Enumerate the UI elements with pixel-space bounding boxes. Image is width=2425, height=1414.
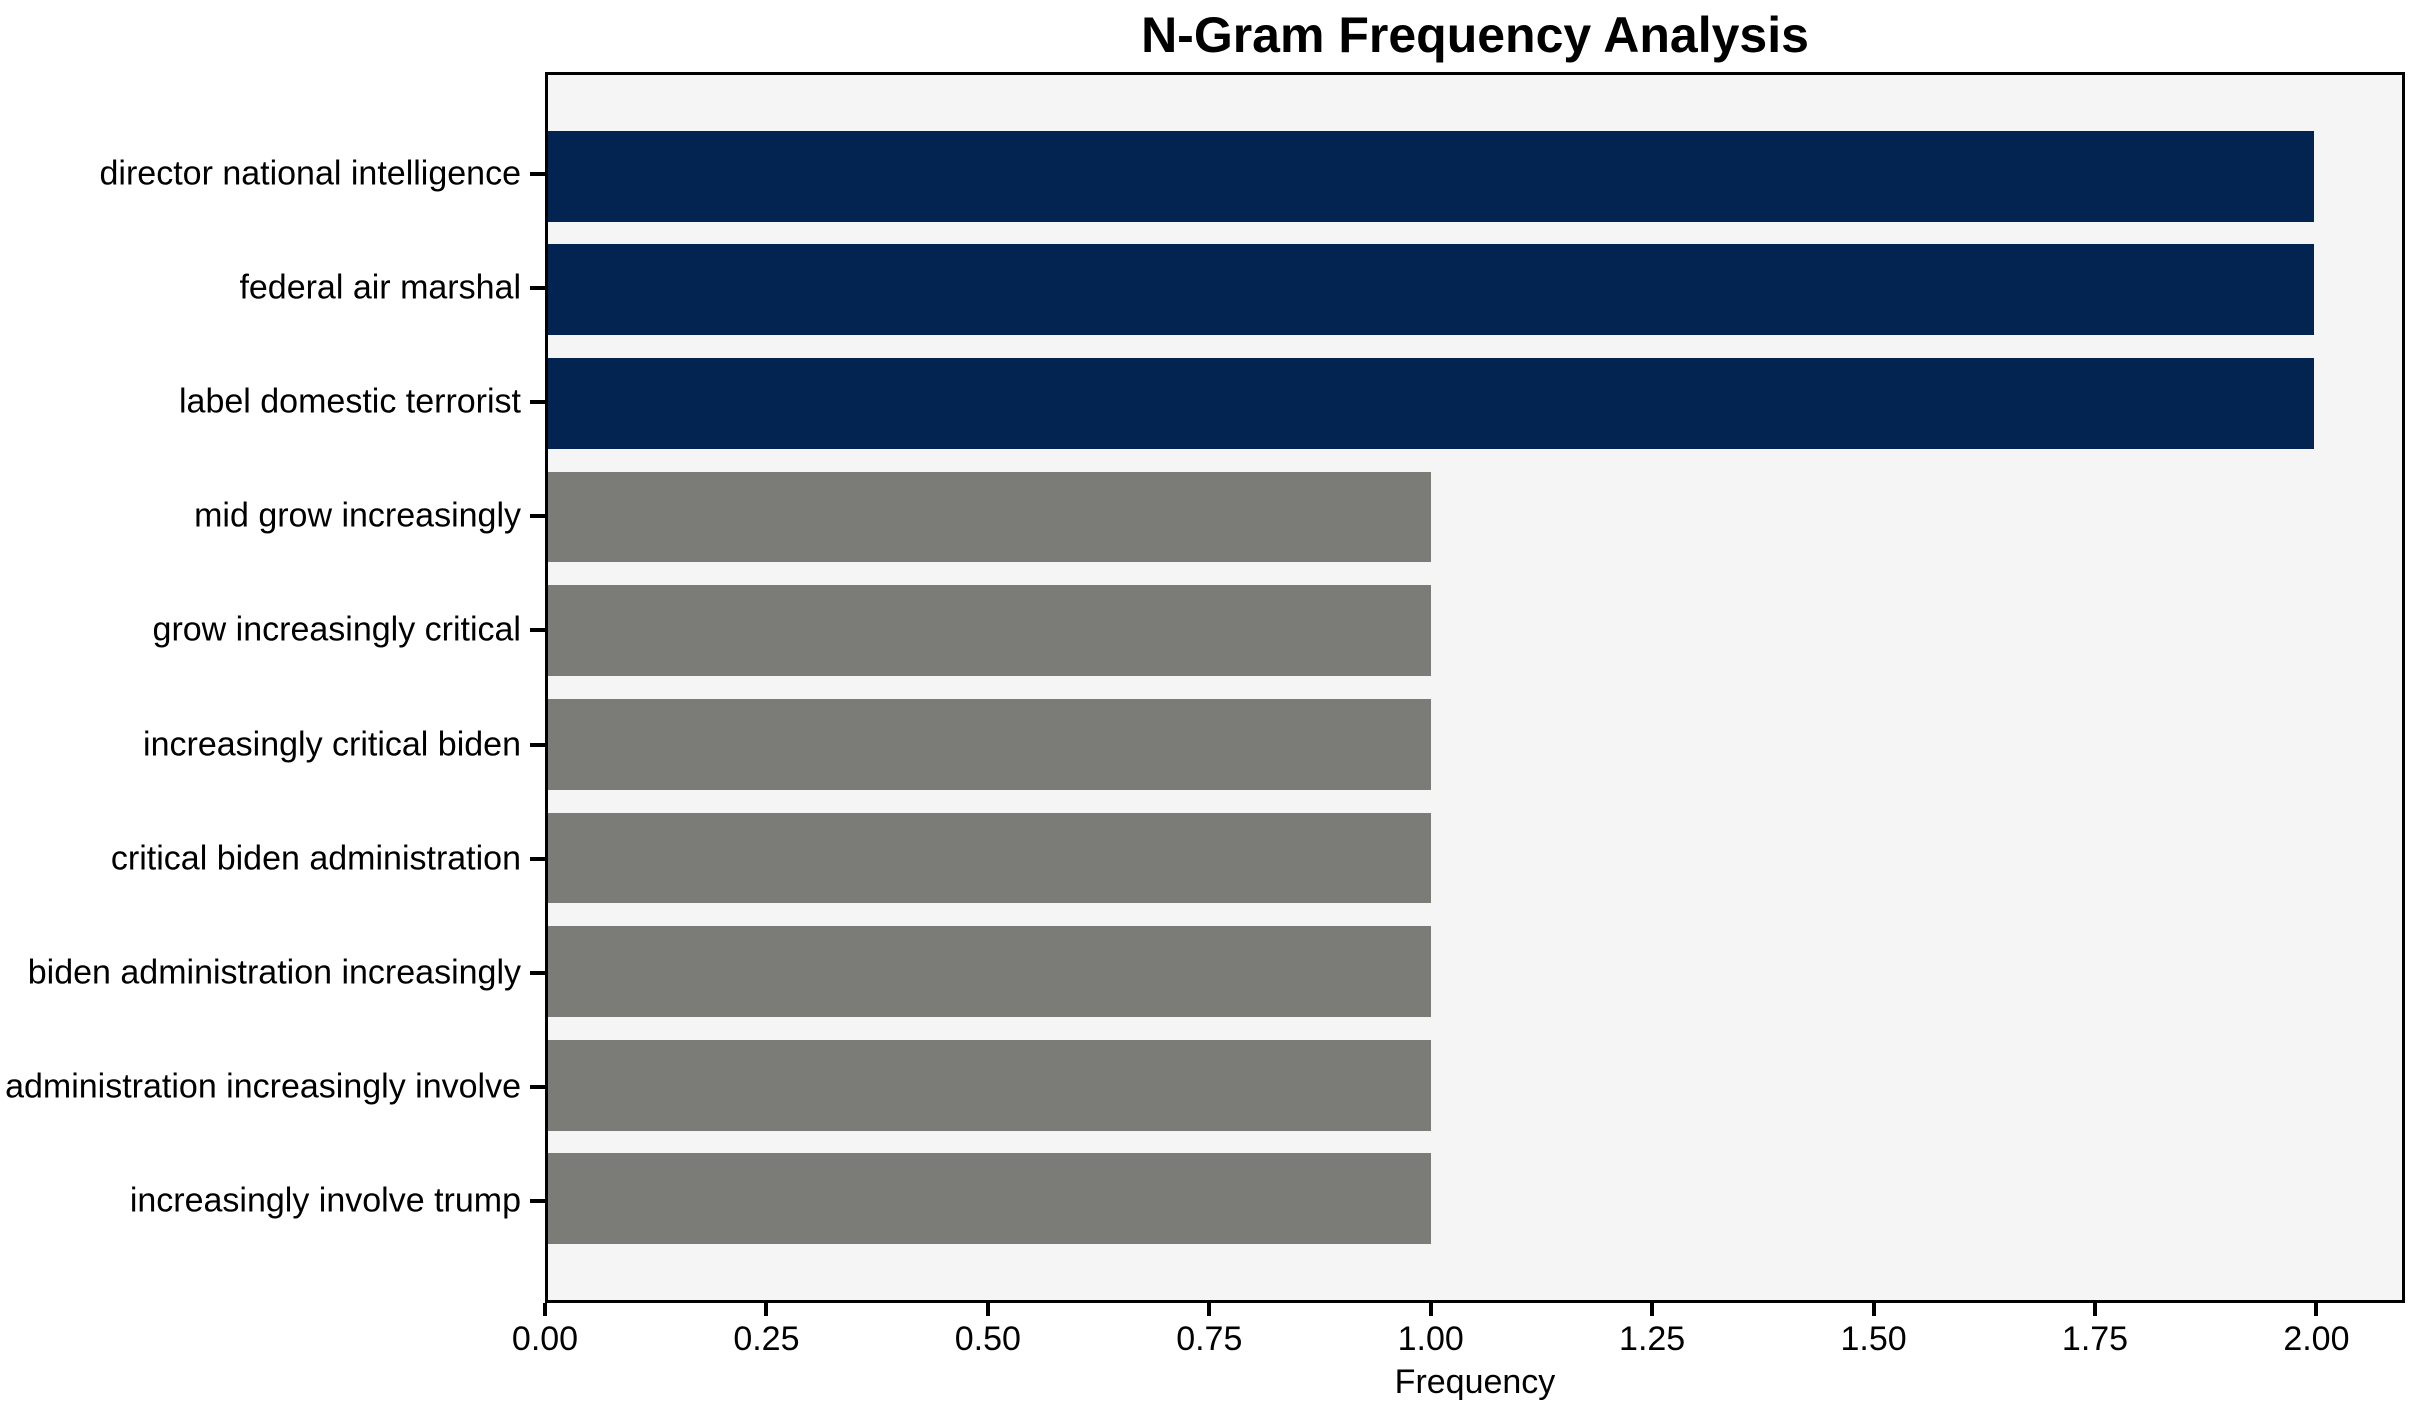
y-tick-label: mid grow increasingly — [194, 496, 521, 535]
y-tick-label: increasingly critical biden — [143, 725, 521, 764]
x-tick-mark — [985, 1303, 990, 1316]
bar-biden-administration-increasingly — [548, 926, 1431, 1018]
plot-area — [545, 72, 2405, 1303]
x-tick-mark — [1207, 1303, 1212, 1316]
x-tick-label: 1.00 — [1397, 1320, 1464, 1358]
bar-administration-increasingly-involve — [548, 1039, 1431, 1131]
y-tick-mark — [530, 514, 545, 519]
x-tick-label: 0.75 — [1176, 1320, 1243, 1358]
x-tick-label: 2.00 — [2283, 1320, 2350, 1358]
y-tick-label: increasingly involve trump — [129, 1181, 521, 1220]
y-tick-label: director national intelligence — [99, 154, 521, 193]
bar-critical-biden-administration — [548, 812, 1431, 904]
y-tick-mark — [530, 1085, 545, 1090]
x-tick-mark — [1871, 1303, 1876, 1316]
x-tick-mark — [543, 1303, 547, 1316]
y-tick-label: critical biden administration — [110, 839, 521, 878]
y-tick-mark — [530, 628, 545, 633]
x-tick-mark — [2093, 1303, 2097, 1316]
bar-federal-air-marshal — [548, 244, 2314, 336]
bar-grow-increasingly-critical — [548, 585, 1431, 677]
y-tick-mark — [530, 742, 545, 747]
x-tick-label: 1.25 — [1619, 1320, 1686, 1358]
x-tick-label: 0.00 — [511, 1320, 579, 1358]
x-tick-label: 0.25 — [733, 1320, 800, 1358]
chart-title: N-Gram Frequency Analysis — [1141, 7, 1809, 63]
x-tick-mark — [2314, 1303, 2319, 1316]
y-tick-label: grow increasingly critical — [152, 610, 521, 649]
bar-mid-grow-increasingly — [548, 471, 1431, 563]
x-tick-label: 1.50 — [1840, 1320, 1907, 1358]
bar-increasingly-critical-biden — [548, 698, 1431, 790]
y-tick-label: label domestic terrorist — [178, 382, 521, 421]
y-tick-mark — [530, 400, 545, 405]
y-tick-mark — [530, 1199, 545, 1204]
y-tick-mark — [530, 171, 545, 176]
y-tick-mark — [530, 970, 545, 975]
bar-increasingly-involve-trump — [548, 1153, 1431, 1245]
x-tick-mark — [764, 1303, 769, 1316]
y-tick-label: administration increasingly involve — [5, 1067, 521, 1106]
y-tick-mark — [530, 285, 545, 290]
x-tick-mark — [1650, 1303, 1655, 1316]
x-tick-label: 1.75 — [2061, 1320, 2129, 1358]
y-tick-mark — [530, 856, 545, 861]
bar-director-national-intelligence — [548, 130, 2314, 222]
y-tick-label: federal air marshal — [239, 268, 521, 307]
x-tick-mark — [1428, 1303, 1433, 1316]
x-axis-label: Frequency — [1394, 1363, 1556, 1401]
y-tick-label: biden administration increasingly — [27, 953, 521, 992]
x-tick-label: 0.50 — [954, 1320, 1021, 1358]
bar-label-domestic-terrorist — [548, 357, 2314, 449]
